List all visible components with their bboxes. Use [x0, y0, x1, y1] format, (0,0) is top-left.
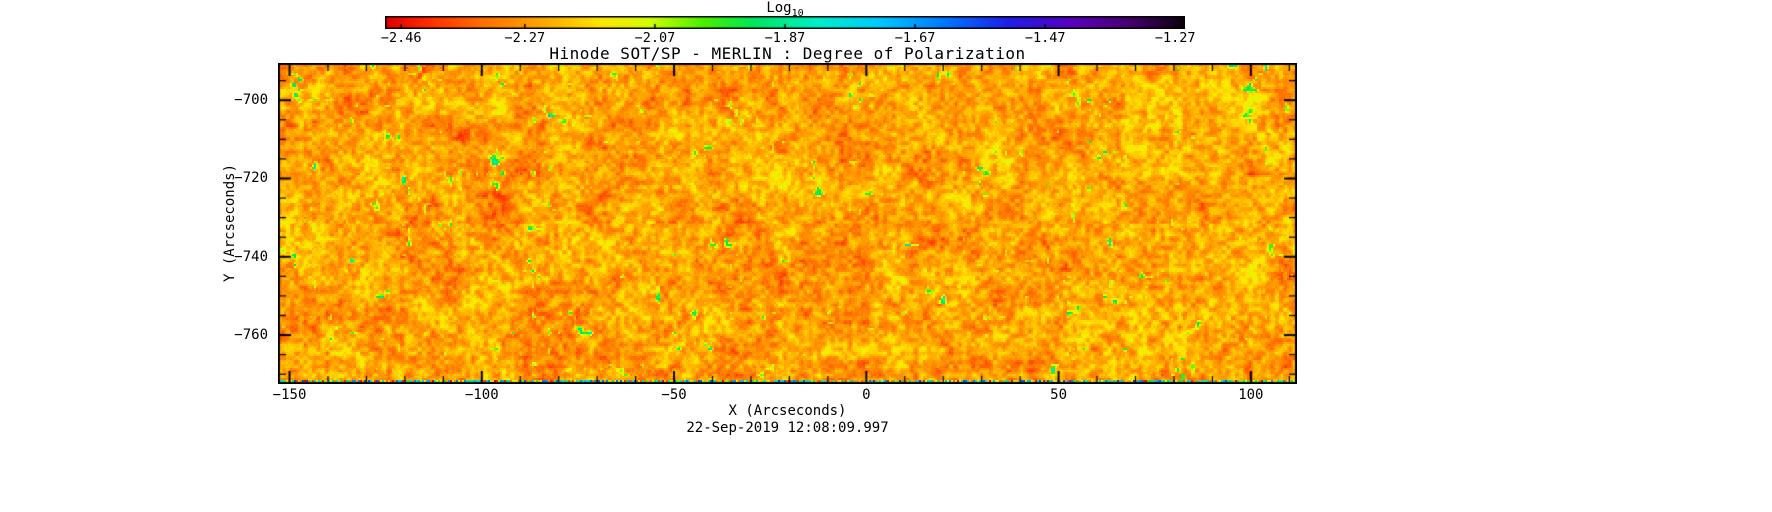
x-tick-label: −150 — [272, 387, 307, 403]
colorbar-tick-label: −1.67 — [894, 30, 936, 46]
x-axis-label: X (Arcseconds) — [728, 403, 847, 419]
y-tick-label: −720 — [234, 170, 268, 187]
x-tick-label: −100 — [464, 387, 499, 403]
colorbar-gradient-canvas — [385, 16, 1185, 29]
x-tick-label: 50 — [1050, 387, 1067, 403]
colorbar-tick-label: −2.46 — [380, 30, 422, 46]
colorbar-tick-label: −2.27 — [504, 30, 546, 46]
colorbar-tick-label: −2.07 — [634, 30, 676, 46]
x-tick-label: 0 — [862, 387, 871, 403]
colorbar-tick-label: −1.47 — [1024, 30, 1066, 46]
colorbar-title-subscript: 10 — [791, 7, 804, 19]
colorbar-tick-label: −1.87 — [764, 30, 806, 46]
y-tick-label: −700 — [234, 92, 268, 109]
colorbar-title-text: Log — [766, 0, 792, 16]
plot-title: Hinode SOT/SP - MERLIN : Degree of Polar… — [549, 44, 1026, 63]
colorbar-title: Log10 — [385, 0, 1185, 22]
x-tick-label: −50 — [661, 387, 687, 403]
observation-timestamp: 22-Sep-2019 12:08:09.997 — [686, 420, 889, 436]
x-tick-label: 100 — [1238, 387, 1264, 403]
colorbar-tick-label: −1.27 — [1154, 30, 1196, 46]
y-tick-label: −760 — [234, 327, 268, 344]
y-tick-label: −740 — [234, 248, 268, 265]
axes-ticks-canvas — [278, 63, 1297, 384]
